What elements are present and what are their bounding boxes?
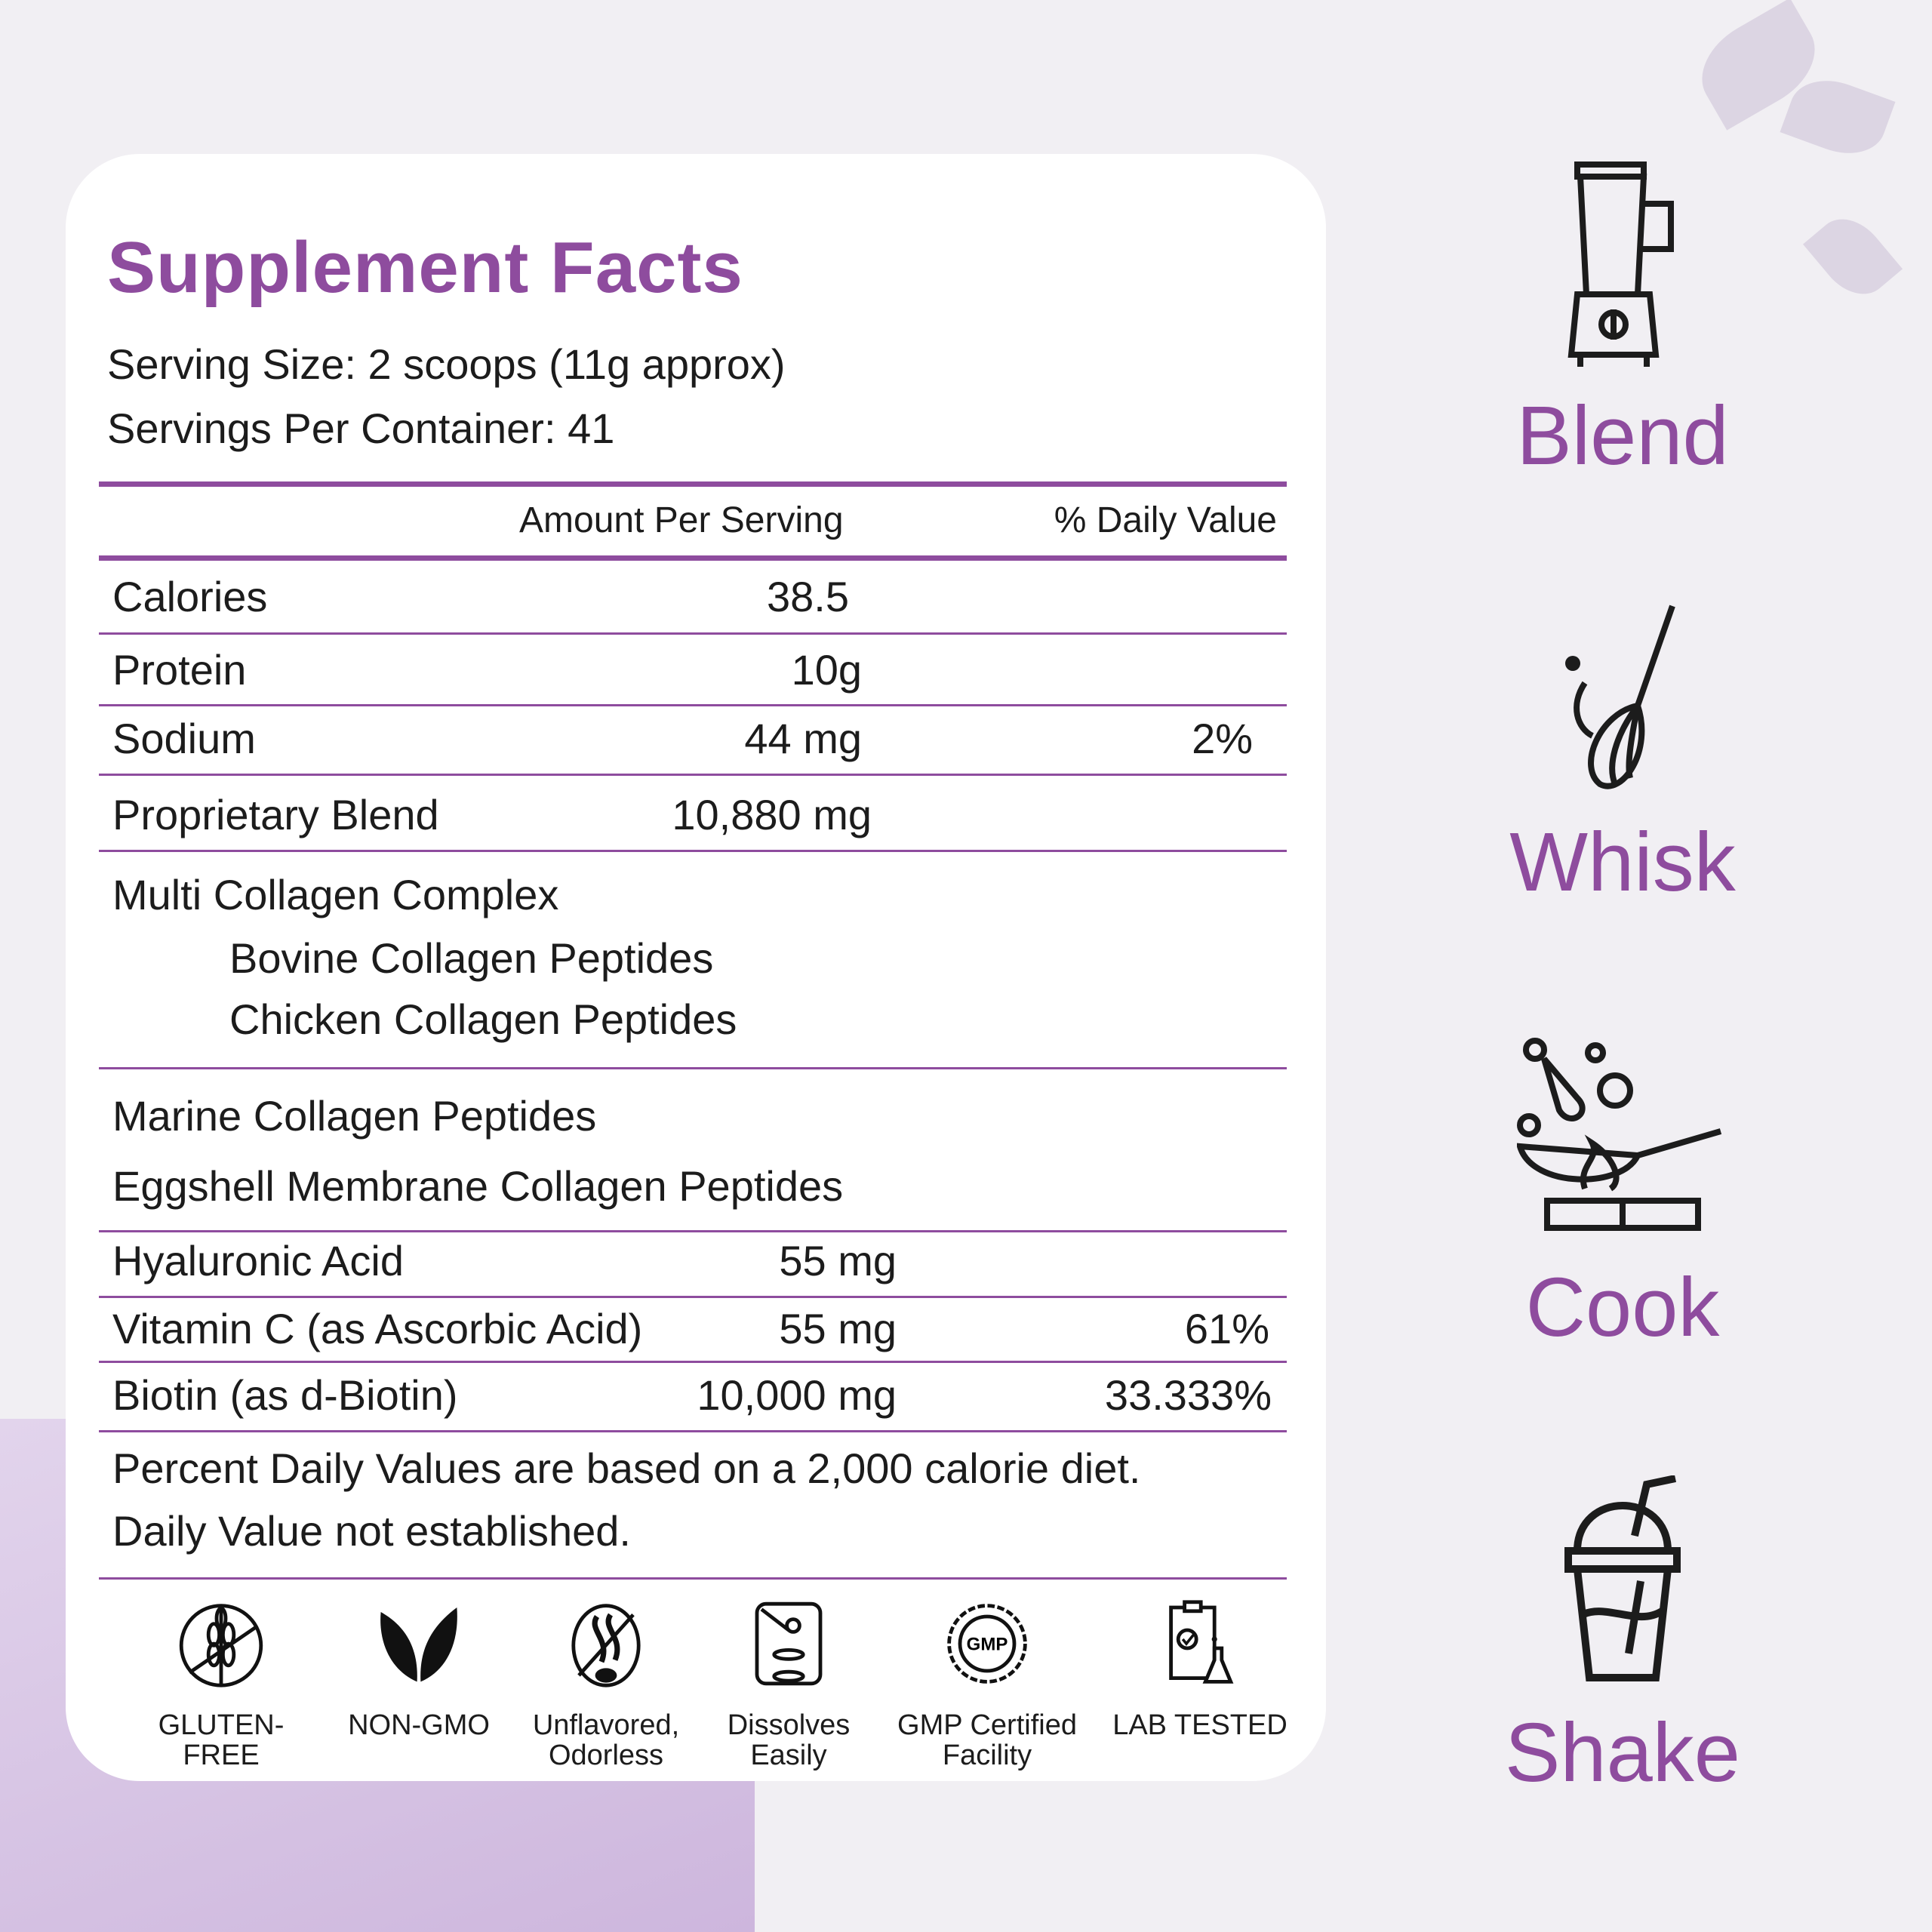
footnote: Daily Value not established. bbox=[112, 1507, 631, 1555]
row-amount: 55 mg bbox=[779, 1305, 897, 1352]
use-blend: Blend bbox=[1434, 158, 1811, 484]
row-amount: 38.5 bbox=[767, 573, 849, 620]
dissolve-glass-icon bbox=[755, 1601, 823, 1686]
badge-label: Unflavored, Odorless bbox=[532, 1709, 680, 1771]
amount-header: Amount Per Serving bbox=[519, 500, 844, 540]
row-sublabel: Bovine Collagen Peptides bbox=[229, 934, 714, 982]
badge-label: GLUTEN-FREE bbox=[158, 1709, 285, 1771]
use-label: Whisk bbox=[1509, 816, 1736, 909]
divider bbox=[99, 1577, 1287, 1580]
divider bbox=[99, 1067, 1287, 1069]
servings-per-container: Servings Per Container: 41 bbox=[107, 405, 615, 452]
wok-icon bbox=[1517, 1038, 1722, 1231]
badge-label: GMP Certified Facility bbox=[897, 1709, 1077, 1771]
use-label: Blend bbox=[1516, 389, 1729, 482]
blender-icon bbox=[1567, 162, 1674, 367]
divider bbox=[99, 555, 1287, 561]
use-label: Cook bbox=[1525, 1261, 1720, 1354]
use-shake: Shake bbox=[1434, 1475, 1811, 1801]
row-label: Proprietary Blend bbox=[112, 791, 439, 838]
row-label: Multi Collagen Complex bbox=[112, 871, 559, 918]
divider bbox=[99, 850, 1287, 852]
row-label: Sodium bbox=[112, 715, 256, 762]
row-sublabel: Chicken Collagen Peptides bbox=[229, 995, 737, 1043]
badge-dissolves: Dissolves Easily bbox=[698, 1598, 879, 1770]
dv-header: % Daily Value bbox=[1054, 500, 1277, 540]
divider bbox=[99, 1430, 1287, 1432]
use-whisk: Whisk bbox=[1434, 600, 1811, 910]
wheat-crossed-icon bbox=[179, 1604, 263, 1687]
divider bbox=[99, 481, 1287, 487]
badge-non-gmo: NON-GMO bbox=[328, 1598, 509, 1740]
badge-label: NON-GMO bbox=[348, 1709, 490, 1741]
divider bbox=[99, 632, 1287, 635]
divider bbox=[99, 1296, 1287, 1298]
badge-gluten-free: GLUTEN-FREE bbox=[131, 1598, 312, 1770]
supplement-facts-card bbox=[66, 154, 1326, 1781]
gmp-seal-text: GMP bbox=[967, 1634, 1008, 1654]
row-amount: 10,880 mg bbox=[672, 791, 872, 838]
row-label: Marine Collagen Peptides bbox=[112, 1092, 597, 1140]
row-label: Vitamin C (as Ascorbic Acid) bbox=[112, 1305, 643, 1352]
badge-label: LAB TESTED bbox=[1112, 1709, 1287, 1741]
serving-size: Serving Size: 2 scoops (11g approx) bbox=[107, 340, 786, 388]
badge-lab-tested: LAB TESTED bbox=[1109, 1598, 1291, 1740]
row-label: Biotin (as d-Biotin) bbox=[112, 1371, 458, 1419]
row-amount: 10,000 mg bbox=[697, 1371, 897, 1419]
row-amount: 44 mg bbox=[744, 715, 862, 762]
page-title: Supplement Facts bbox=[107, 227, 743, 308]
divider bbox=[99, 1230, 1287, 1232]
use-cook: Cook bbox=[1434, 1038, 1811, 1355]
divider bbox=[99, 1361, 1287, 1363]
no-odor-icon bbox=[571, 1604, 641, 1687]
badge-gmp: GMP GMP Certified Facility bbox=[897, 1598, 1078, 1770]
row-label: Protein bbox=[112, 646, 247, 694]
footnote: Percent Daily Values are based on a 2,00… bbox=[112, 1444, 1141, 1492]
row-dv: 61% bbox=[1184, 1305, 1269, 1352]
row-label: Hyaluronic Acid bbox=[112, 1237, 404, 1284]
row-label: Calories bbox=[112, 573, 268, 620]
whisk-icon bbox=[1565, 605, 1675, 789]
badge-unflavored: Unflavored, Odorless bbox=[515, 1598, 697, 1770]
row-dv: 33.333% bbox=[1104, 1371, 1272, 1419]
floral-decoration bbox=[1803, 205, 1903, 308]
shake-cup-icon bbox=[1564, 1475, 1681, 1681]
divider bbox=[99, 774, 1287, 776]
use-label: Shake bbox=[1505, 1706, 1740, 1799]
row-amount: 10g bbox=[791, 646, 862, 694]
row-dv: 2% bbox=[1192, 715, 1253, 762]
gmp-seal-icon: GMP bbox=[947, 1604, 1027, 1684]
row-label: Eggshell Membrane Collagen Peptides bbox=[112, 1162, 844, 1210]
divider bbox=[99, 704, 1287, 706]
lab-clipboard-icon bbox=[1169, 1600, 1234, 1684]
badge-label: Dissolves Easily bbox=[727, 1709, 851, 1771]
leaves-icon bbox=[380, 1607, 457, 1682]
row-amount: 55 mg bbox=[779, 1237, 897, 1284]
